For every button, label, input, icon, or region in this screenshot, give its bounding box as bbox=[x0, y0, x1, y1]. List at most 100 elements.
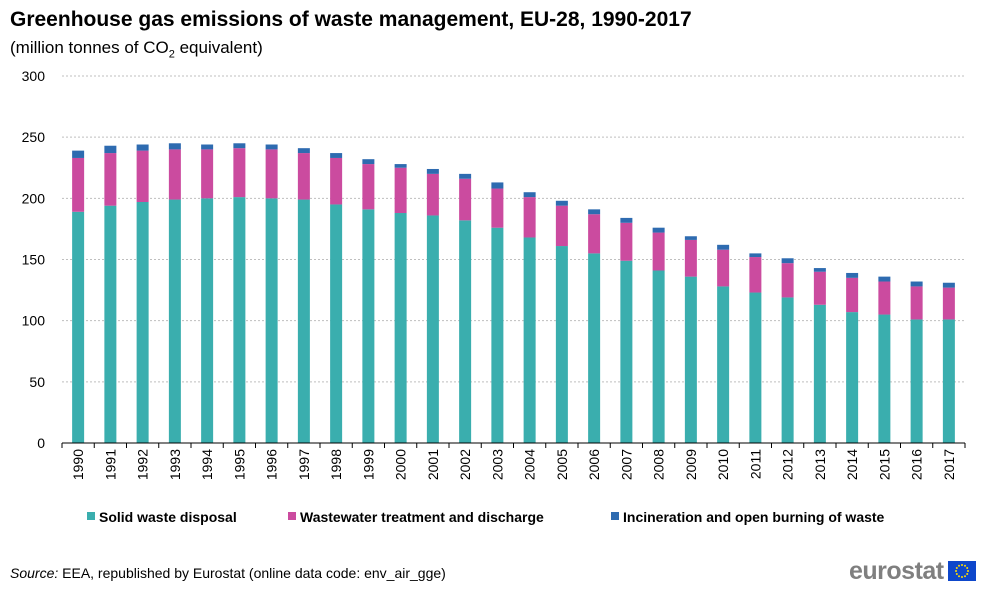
bar-segment bbox=[555, 246, 568, 443]
x-tick-label: 1991 bbox=[102, 449, 118, 480]
bar-segment bbox=[136, 144, 149, 151]
source-label: Source: bbox=[10, 565, 59, 581]
bar-segment bbox=[330, 157, 343, 205]
bar-segment bbox=[910, 319, 923, 443]
bar-segment bbox=[781, 263, 794, 298]
bar-segment bbox=[878, 276, 891, 282]
bar-segment bbox=[910, 281, 923, 287]
x-tick-label: 2011 bbox=[747, 449, 763, 479]
x-tick-label: 2014 bbox=[844, 449, 860, 480]
bar-segment bbox=[104, 153, 117, 206]
bar-segment bbox=[136, 150, 149, 203]
bar-segment bbox=[136, 202, 149, 443]
x-tick-label: 2017 bbox=[941, 449, 957, 480]
bar-segment bbox=[491, 227, 504, 443]
bar-segment bbox=[620, 260, 633, 443]
bar-segment bbox=[491, 182, 504, 189]
x-tick-label: 2001 bbox=[425, 449, 441, 480]
bar-segment bbox=[168, 143, 181, 150]
y-tick-label: 300 bbox=[22, 68, 46, 84]
bar-segment bbox=[168, 149, 181, 200]
bar-segment bbox=[684, 236, 697, 240]
bar-segment bbox=[426, 168, 439, 174]
bar-segment bbox=[588, 214, 601, 254]
bar-segment bbox=[297, 199, 310, 443]
bar-segment bbox=[846, 277, 859, 313]
bar-segment bbox=[72, 211, 85, 443]
bar-segment bbox=[781, 258, 794, 264]
y-tick-label: 200 bbox=[22, 190, 46, 206]
x-tick-label: 2004 bbox=[522, 449, 538, 480]
bar-segment bbox=[330, 204, 343, 443]
x-tick-label: 1996 bbox=[264, 449, 280, 480]
legend-wastewater-swatch bbox=[288, 512, 296, 520]
bar-segment bbox=[717, 249, 730, 287]
bar-segment bbox=[233, 143, 246, 149]
x-tick-label: 2010 bbox=[715, 449, 731, 480]
bar-segment bbox=[749, 257, 762, 293]
bar-segment bbox=[201, 144, 214, 150]
bar-segment bbox=[588, 253, 601, 443]
bar-segment bbox=[523, 197, 536, 238]
bar-segment bbox=[878, 314, 891, 443]
bar-segment bbox=[717, 286, 730, 443]
bar-segment bbox=[652, 227, 665, 233]
bar-segment bbox=[394, 164, 407, 168]
x-tick-label: 1999 bbox=[360, 449, 376, 480]
x-tick-label: 2008 bbox=[651, 449, 667, 480]
y-tick-label: 0 bbox=[37, 435, 45, 451]
bar-segment bbox=[297, 153, 310, 200]
x-tick-label: 2016 bbox=[909, 449, 925, 480]
bar-segment bbox=[297, 148, 310, 154]
bar-segment bbox=[942, 282, 955, 288]
bar-segment bbox=[265, 149, 278, 199]
x-tick-label: 2003 bbox=[489, 449, 505, 480]
x-tick-label: 2013 bbox=[812, 449, 828, 480]
x-tick-label: 1998 bbox=[328, 449, 344, 480]
bar-segment bbox=[942, 319, 955, 443]
logo-text: eurostat bbox=[849, 557, 944, 585]
bar-segment bbox=[846, 272, 859, 278]
x-tick-label: 2000 bbox=[393, 449, 409, 480]
chart-subtitle: (million tonnes of CO2 equivalent) bbox=[10, 38, 263, 60]
bar-segment bbox=[362, 209, 375, 443]
bar-segment bbox=[846, 312, 859, 443]
y-tick-label: 50 bbox=[29, 374, 45, 390]
bar-segment bbox=[749, 253, 762, 258]
subtitle-suffix: equivalent) bbox=[174, 38, 263, 57]
legend-solid-swatch bbox=[87, 512, 95, 520]
eu-flag-icon bbox=[947, 561, 976, 581]
subtitle-subscript: 2 bbox=[168, 48, 175, 61]
bar-segment bbox=[426, 215, 439, 443]
bar-segment bbox=[459, 173, 472, 179]
bar-segment bbox=[588, 209, 601, 215]
x-tick-label: 2015 bbox=[876, 449, 892, 480]
legend-incineration-swatch bbox=[611, 512, 619, 520]
bar-segment bbox=[362, 159, 375, 165]
bar-segment bbox=[813, 271, 826, 305]
bar-segment bbox=[555, 205, 568, 247]
bar-segment bbox=[265, 144, 278, 150]
bar-segment bbox=[749, 292, 762, 443]
bar-segment bbox=[652, 232, 665, 271]
subtitle-prefix: (million tonnes of CO bbox=[10, 38, 169, 57]
bar-segment bbox=[394, 213, 407, 443]
x-tick-label: 2002 bbox=[457, 449, 473, 480]
x-tick-label: 2012 bbox=[780, 449, 796, 480]
bar-segment bbox=[652, 270, 665, 443]
x-tick-label: 1994 bbox=[199, 449, 215, 480]
bar-segment bbox=[523, 237, 536, 443]
bar-segment bbox=[104, 145, 117, 154]
bar-segment bbox=[330, 153, 343, 158]
bar-segment bbox=[362, 164, 375, 210]
bar-segment bbox=[555, 200, 568, 206]
bar-segment bbox=[942, 287, 955, 320]
x-tick-label: 1997 bbox=[296, 449, 312, 480]
bar-segment bbox=[265, 198, 278, 443]
bar-segment bbox=[781, 297, 794, 443]
x-tick-label: 2006 bbox=[586, 449, 602, 480]
bar-segment bbox=[878, 281, 891, 315]
bar-segment bbox=[394, 167, 407, 214]
bar-segment bbox=[684, 239, 697, 277]
bar-segment bbox=[233, 148, 246, 198]
